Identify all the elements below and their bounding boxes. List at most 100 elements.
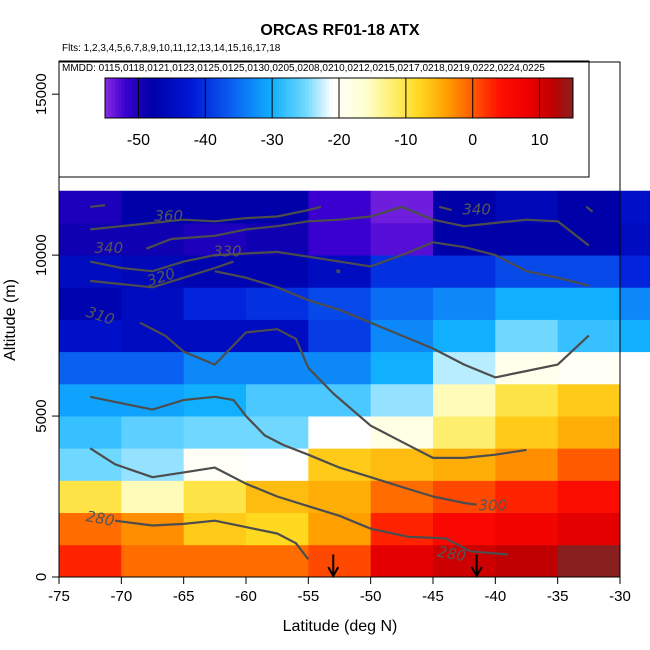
heatmap-cell (183, 480, 247, 514)
colorbar-segment (308, 78, 313, 118)
heatmap-cell (433, 416, 496, 449)
colorbar-segment (529, 78, 534, 118)
colorbar-segment (118, 78, 123, 118)
colorbar-segment (486, 78, 490, 118)
contour-label: 280 (436, 543, 467, 566)
heatmap-cell (370, 512, 434, 546)
contour-fragment (90, 204, 106, 208)
colorbar-segment (105, 78, 109, 118)
x-tick-label: -45 (422, 588, 444, 605)
colorbar-segment (345, 78, 350, 118)
heatmap-cell (557, 319, 621, 353)
colorbar-segment (292, 78, 297, 118)
colorbar-segment (482, 78, 487, 118)
heatmap-cell (557, 416, 621, 449)
x-tick-label: -55 (297, 588, 319, 605)
colorbar-segment (188, 78, 193, 118)
x-tick-label: -35 (547, 588, 569, 605)
contour-line (114, 519, 310, 560)
heatmap-cell (557, 351, 621, 385)
colorbar-segment (232, 78, 236, 118)
colorbar-segment (425, 78, 430, 118)
heatmap-cell (183, 222, 247, 256)
colorbar-segment (375, 78, 380, 118)
colorbar-segment (178, 78, 183, 118)
colorbar-segment (469, 78, 474, 118)
heatmap-cell (121, 319, 185, 353)
heatmap-cell (246, 383, 309, 417)
colorbar-segment (415, 78, 420, 118)
heatmap-cell (433, 319, 496, 353)
colorbar-tick-label: 0 (468, 132, 477, 149)
colorbar-segment (395, 78, 400, 118)
colorbar-segment (315, 78, 320, 118)
colorbar-segment (205, 78, 210, 118)
heatmap-cell (495, 383, 559, 417)
contour-line (89, 447, 508, 556)
colorbar-segment (275, 78, 280, 118)
heatmap-cell (246, 416, 309, 449)
heatmap-cell (183, 544, 247, 578)
colorbar-segment (141, 78, 146, 118)
colorbar-segment (552, 78, 557, 118)
heatmap-cell (183, 319, 247, 353)
heatmap-cell (620, 222, 650, 256)
colorbar-segment (135, 78, 139, 118)
colorbar-segment (181, 78, 186, 118)
heatmap-cell (183, 448, 247, 481)
contour-line (139, 321, 310, 369)
colorbar-segment (258, 78, 263, 118)
colorbar-segment (318, 78, 323, 118)
heatmap-cell (620, 255, 650, 288)
colorbar-segment (245, 78, 250, 118)
heatmap-cell (433, 287, 496, 320)
colorbar: -50 -40 -30 -20 -10 0 10 (104, 77, 574, 149)
heatmap-cell (59, 480, 122, 514)
colorbar-segment (125, 78, 129, 118)
colorbar-segment (121, 78, 126, 118)
contour-line (307, 367, 527, 459)
colorbar-segment (542, 78, 547, 118)
y-tick-label: 5000 (33, 399, 50, 432)
contour-line (89, 241, 590, 287)
heatmap-cell (495, 351, 559, 385)
colorbar-segment (369, 78, 373, 118)
colorbar-segment (332, 78, 337, 118)
heatmap-cell (433, 351, 496, 385)
flights-list: Flts: 1,2,3,4,5,6,7,8,9,10,11,12,13,14,1… (62, 43, 281, 54)
colorbar-segment (496, 78, 500, 118)
colorbar-tick-label: 10 (531, 132, 549, 149)
colorbar-segment (439, 78, 444, 118)
colorbar-segment (151, 78, 156, 118)
contour-label: 360 (154, 207, 183, 225)
contour-label: 340 (95, 239, 124, 257)
colorbar-segment (322, 78, 327, 118)
colorbar-segment (312, 78, 317, 118)
colorbar-segment (429, 78, 434, 118)
colorbar-segment (198, 78, 203, 118)
arrow-head (327, 566, 340, 579)
heatmap-cell (308, 448, 372, 481)
colorbar-segment (412, 78, 417, 118)
x-tick-label: -50 (360, 588, 382, 605)
colorbar-segment (265, 78, 270, 118)
colorbar-segment (389, 78, 393, 118)
heatmap-cell (495, 480, 559, 514)
colorbar-segment (556, 78, 561, 118)
colorbar-segment (449, 78, 454, 118)
colorbar-segment (208, 78, 213, 118)
heatmap-cell (620, 287, 650, 320)
heatmap-cell (59, 416, 122, 449)
colorbar-segment (272, 78, 276, 118)
colorbar-segment (352, 78, 357, 118)
heatmap-cell (370, 544, 434, 578)
contour-label: 340 (462, 201, 491, 219)
colorbar-tick-label: -20 (327, 132, 350, 149)
colorbar-segment (339, 78, 343, 118)
colorbar-segment (328, 78, 333, 118)
colorbar-segment (452, 78, 457, 118)
colorbar-segment (519, 78, 524, 118)
colorbar-segment (349, 78, 353, 118)
heatmap-cell (121, 416, 185, 449)
